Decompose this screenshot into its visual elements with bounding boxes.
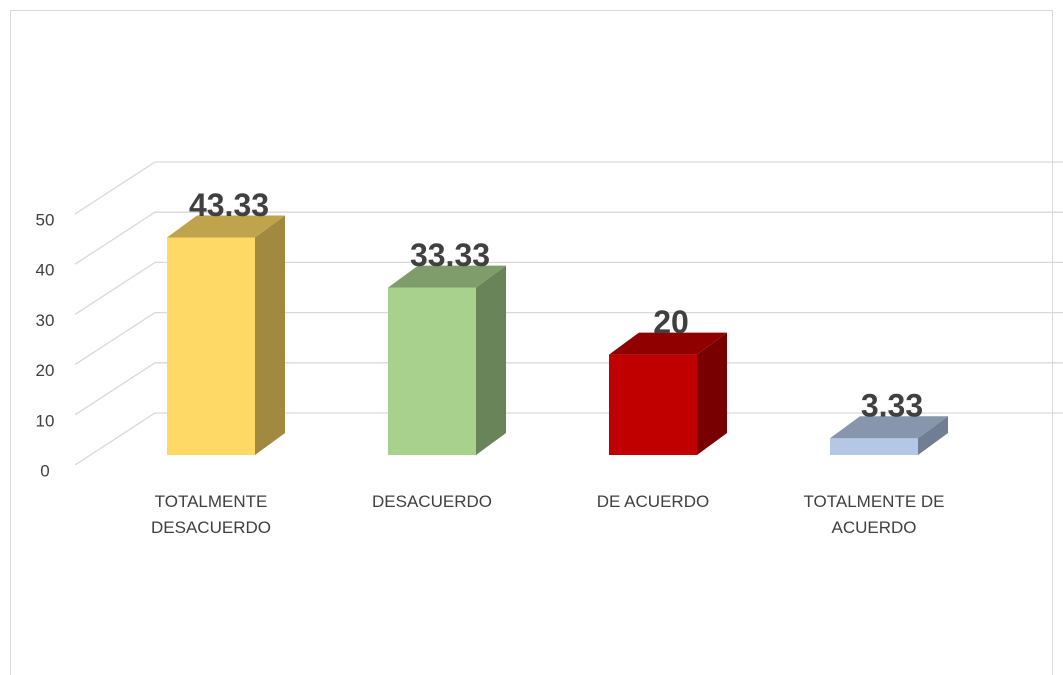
bar-front bbox=[830, 438, 918, 455]
bar bbox=[167, 215, 285, 455]
bar bbox=[388, 265, 506, 455]
grid-line-side bbox=[74, 362, 156, 416]
bar-front bbox=[609, 354, 697, 455]
bar-top bbox=[388, 265, 506, 288]
data-label: 20 bbox=[653, 304, 689, 340]
x-tick-label: DE ACUERDO bbox=[596, 492, 710, 511]
bar-side bbox=[918, 416, 948, 455]
y-tick-label: 30 bbox=[36, 311, 55, 330]
bar bbox=[830, 416, 948, 455]
data-label: 3.33 bbox=[861, 388, 923, 424]
y-tick-label: 50 bbox=[36, 210, 55, 229]
grid-line-side bbox=[74, 211, 156, 265]
data-label: 33.33 bbox=[410, 237, 490, 273]
x-tick-label: DESACUERDO bbox=[372, 492, 492, 511]
bar-side bbox=[476, 265, 506, 455]
bar-top bbox=[167, 215, 285, 238]
bar-side bbox=[697, 332, 727, 455]
grid-line-side bbox=[74, 412, 156, 466]
grid-line-side bbox=[74, 312, 156, 366]
bar-front bbox=[388, 287, 476, 455]
bar-side bbox=[255, 215, 285, 455]
bar-front bbox=[167, 237, 255, 455]
x-tick-label: TOTALMENTE DESACUERDO bbox=[151, 492, 271, 537]
x-tick-label: TOTALMENTE DE ACUERDO bbox=[803, 492, 945, 537]
grid-line-side bbox=[74, 261, 156, 315]
data-label: 43.33 bbox=[189, 187, 269, 223]
y-tick-label: 10 bbox=[36, 411, 55, 430]
y-tick-label: 0 bbox=[40, 461, 49, 480]
chart-border bbox=[10, 10, 1053, 675]
y-tick-label: 40 bbox=[36, 261, 55, 280]
y-tick-label: 20 bbox=[36, 361, 55, 380]
bar bbox=[609, 332, 727, 455]
grid-line-side bbox=[74, 161, 156, 215]
bar-top bbox=[830, 416, 948, 439]
bar-top bbox=[609, 332, 727, 355]
